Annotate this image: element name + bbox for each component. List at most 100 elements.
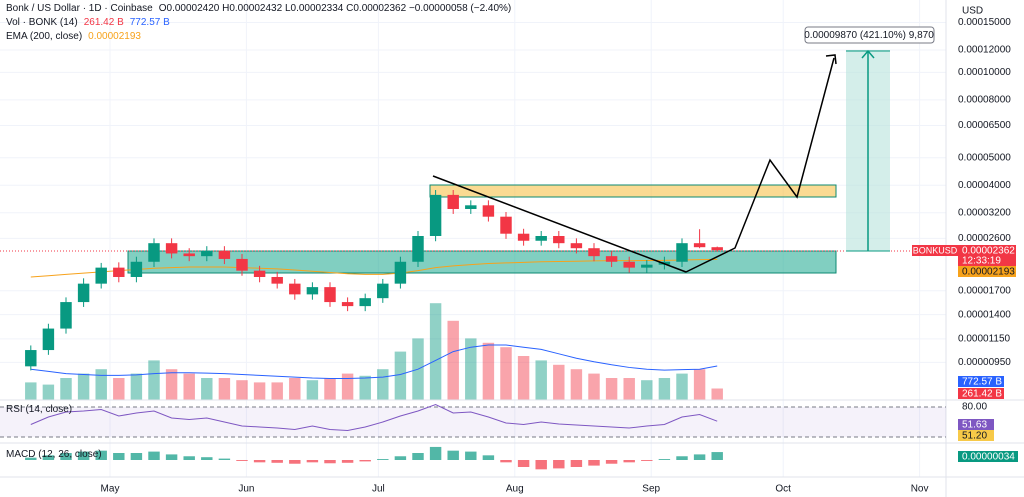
- volume-bar: [553, 364, 565, 400]
- ema-title: EMA (200, close): [6, 31, 83, 42]
- volume-bar: [535, 360, 547, 400]
- badge-bg: [958, 266, 1016, 277]
- macd-bar: [271, 460, 283, 463]
- rsi-title: RSI (14, close): [6, 404, 73, 415]
- macd-bar: [641, 460, 653, 461]
- volume-bar: [42, 384, 55, 400]
- candle-body: [429, 194, 442, 237]
- badge-bg: [958, 245, 1016, 266]
- candle-body: [676, 243, 688, 262]
- y-tick-label: 0.00005000: [958, 152, 1011, 163]
- volume-bar: [359, 375, 371, 400]
- rsi-ma-badge: 51.20: [962, 431, 987, 442]
- symbol-badge: BONKUSD: [913, 245, 958, 255]
- badge-bg: [958, 419, 994, 430]
- macd-bar: [60, 453, 72, 460]
- candle-body: [289, 283, 301, 295]
- x-tick-label: Nov: [911, 484, 929, 495]
- macd-bar: [658, 459, 671, 460]
- macd-bar: [447, 450, 459, 460]
- candle-body: [535, 236, 547, 241]
- rsi-badge: 51.63: [962, 420, 987, 431]
- candle-body: [394, 261, 407, 284]
- macd-bar: [570, 460, 583, 467]
- y-tick-label: 0.00001150: [958, 333, 1011, 344]
- arrow-head: [825, 54, 837, 65]
- volume-bar: [201, 378, 213, 400]
- macd-bar: [201, 457, 213, 460]
- candle-body: [500, 216, 512, 234]
- volume-bar: [148, 360, 160, 400]
- volume-bar: [465, 338, 477, 400]
- target-label-box: [804, 26, 935, 44]
- candle-body: [60, 302, 72, 329]
- volume-bar: [377, 369, 389, 400]
- candle-body: [165, 243, 178, 254]
- candle-body: [25, 350, 37, 367]
- volume-bar: [218, 378, 231, 400]
- macd-bar: [148, 451, 160, 460]
- drawings-front: 0.00009870 (421.10%) 9,870: [432, 26, 935, 273]
- candle-body: [570, 243, 583, 249]
- candle-body: [113, 267, 125, 277]
- badge-bg: [912, 245, 958, 256]
- macd-bar: [306, 460, 319, 463]
- volume-bar: [570, 369, 583, 400]
- macd-bar: [605, 460, 618, 464]
- volume-layer: [25, 303, 723, 400]
- volume-bar: [447, 320, 459, 400]
- volume-bar: [113, 378, 125, 400]
- volume-bar: [271, 382, 283, 400]
- macd-bar: [588, 460, 600, 466]
- macd-bar: [42, 455, 55, 460]
- candle-body: [341, 302, 354, 307]
- volume-bar: [711, 388, 723, 400]
- candle-body: [148, 243, 160, 262]
- macd-bar: [693, 454, 706, 460]
- volume-bar: [623, 378, 635, 400]
- macd-badge: 0.00000034: [962, 452, 1015, 463]
- price-badge: 0.00002362: [962, 246, 1015, 257]
- legend-main: Bonk / US Dollar · 1D · Coinbase O0.00002…: [6, 3, 517, 14]
- volume-bar: [641, 380, 653, 400]
- macd-bar: [553, 460, 565, 469]
- y-tick-label: 0.00002600: [958, 233, 1011, 244]
- macd-bar: [236, 460, 248, 461]
- y-tick-label: 0.00001400: [958, 309, 1011, 320]
- macd-title: MACD (12, 26, close): [6, 449, 102, 460]
- candle-body: [465, 205, 477, 209]
- volume-bar: [341, 373, 354, 400]
- volume-bar: [253, 382, 266, 400]
- y-tick-label: 0.00012000: [958, 45, 1011, 56]
- macd-bar: [130, 453, 143, 460]
- candle-body: [218, 250, 231, 259]
- macd-bar: [359, 460, 371, 462]
- x-tick-label: Jul: [372, 484, 385, 495]
- candle-body: [253, 270, 266, 277]
- y-tick-label: 0.00004000: [958, 180, 1011, 191]
- candle-body: [553, 236, 565, 244]
- ohlc: O0.00002420 H0.00002432 L0.00002334 C0.0…: [158, 3, 512, 14]
- rsi-line: [30, 403, 718, 432]
- macd-bar: [711, 452, 723, 460]
- volume-bar: [306, 380, 319, 400]
- vol-badge: 261.42 B: [962, 389, 1002, 400]
- volume-bar: [77, 373, 90, 400]
- macd-bar: [183, 456, 195, 460]
- candle-body: [641, 264, 653, 268]
- x-tick-label: Aug: [506, 484, 524, 495]
- macd-bar: [77, 451, 90, 460]
- volume-bar: [60, 378, 72, 400]
- y-tick-label: 0.00008000: [958, 95, 1011, 106]
- symbol-title: Bonk / US Dollar · 1D · Coinbase: [6, 3, 153, 14]
- x-tick-label: Jun: [238, 484, 254, 495]
- volume-bar: [658, 378, 671, 400]
- projection-path: [685, 57, 835, 273]
- macd-bar: [394, 456, 407, 460]
- candle-body: [77, 283, 90, 303]
- y-tick-label: 0.00006500: [958, 120, 1011, 131]
- candle-body: [377, 283, 389, 299]
- macd-bar: [113, 453, 125, 460]
- macd-bar: [535, 460, 547, 470]
